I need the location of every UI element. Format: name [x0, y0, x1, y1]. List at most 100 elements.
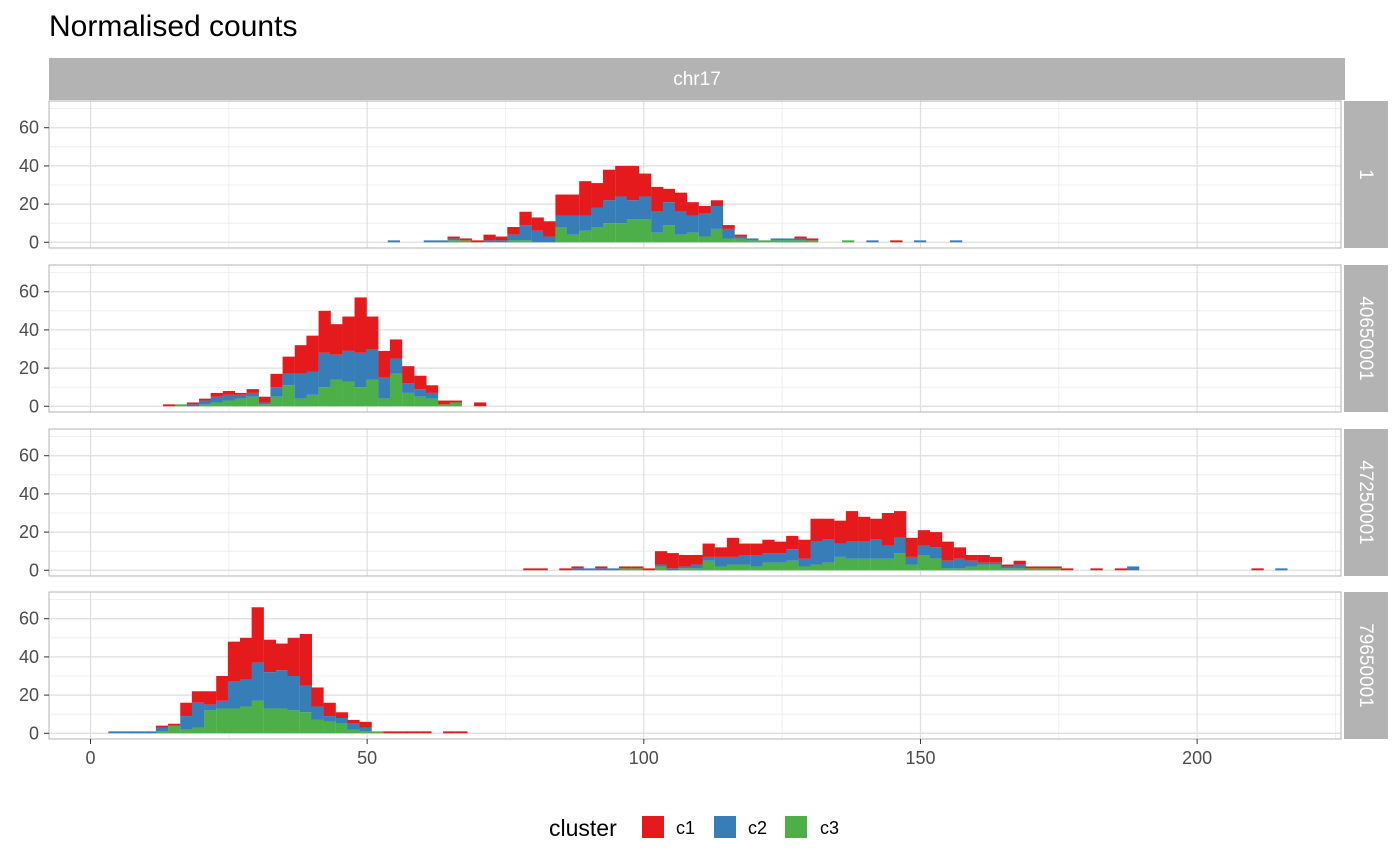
histogram-bar-c1 [447, 236, 460, 239]
y-tick-label: 0 [29, 560, 39, 580]
histogram-bar-c1 [535, 568, 548, 571]
histogram-bar-c1 [258, 396, 272, 403]
histogram-bar-c3 [366, 379, 379, 407]
histogram-bar-c1 [690, 555, 704, 565]
histogram-bar-c2 [275, 670, 289, 709]
histogram-bar-c2 [762, 553, 775, 563]
facet-panel: 0 20 40 60 79650001 [19, 591, 1388, 743]
histogram-bar-c2 [210, 396, 223, 403]
histogram-bar-c3 [722, 238, 735, 243]
histogram-bar-c3 [378, 398, 391, 407]
histogram-bar-c1 [407, 731, 420, 734]
panel-border [48, 100, 1342, 249]
histogram-bar-c3 [750, 566, 763, 571]
y-tick-label: 0 [29, 396, 39, 416]
histogram-bar-c1 [180, 702, 193, 717]
legend-label-c2: c2 [748, 818, 767, 838]
panel-border [48, 428, 1342, 577]
histogram-bar-c2 [1001, 566, 1014, 569]
histogram-bar-c2 [782, 238, 795, 241]
histogram-bar-c3 [294, 398, 308, 407]
row-strip-background [1344, 592, 1388, 739]
histogram-bar-c1 [674, 192, 688, 212]
histogram-bar-c1 [559, 568, 572, 571]
histogram-bar-c1 [738, 543, 751, 555]
histogram-bar-c1 [726, 537, 740, 557]
histogram-bar-c2 [519, 225, 532, 241]
histogram-bar-c2 [810, 541, 823, 565]
histogram-bar-c1 [354, 297, 367, 353]
histogram-bar-c2 [378, 377, 391, 399]
histogram-bar-c3 [822, 562, 835, 571]
histogram-bar-c2 [579, 215, 592, 231]
histogram-bar-c1 [774, 541, 787, 554]
histogram-bar-c3 [389, 373, 403, 407]
histogram-bar-c1 [941, 541, 954, 561]
histogram-bar-c3 [746, 240, 759, 243]
histogram-bar-c3 [798, 566, 811, 571]
histogram-bar-c2 [734, 236, 747, 239]
histogram-bar-c3 [738, 564, 751, 571]
histogram-bar-c3 [204, 710, 217, 734]
histogram-bar-c3 [459, 240, 472, 243]
facet-panels: 0 20 40 60 1 0 20 40 60 40650001 0 20 40 60 47250001 0 2… [19, 100, 1388, 743]
histogram-bar-c2 [615, 196, 628, 224]
histogram-bar-c1 [443, 731, 456, 734]
y-tick-label: 40 [19, 647, 39, 667]
histogram-bar-c3 [270, 396, 283, 407]
histogram-bar-c2 [858, 541, 871, 559]
histogram-bar-c3 [806, 240, 819, 243]
histogram-bar-c1 [722, 225, 735, 229]
histogram-bar-c2 [774, 553, 787, 563]
histogram-bar-c3 [758, 240, 771, 243]
histogram-bar-c3 [155, 731, 169, 734]
column-facet-strip: chr17 [49, 58, 1345, 100]
histogram-bar-c3 [619, 568, 632, 571]
histogram-bar-c1 [595, 566, 608, 569]
histogram-bar-c2 [222, 394, 236, 401]
histogram-bar-c1 [651, 186, 664, 212]
histogram-bar-c2 [913, 240, 927, 243]
histogram-bar-c2 [263, 672, 277, 709]
row-strip-label: 40650001 [1355, 296, 1376, 381]
histogram-bar-c2 [234, 394, 247, 399]
histogram-bar-c3 [507, 240, 520, 243]
histogram-bar-c3 [246, 396, 259, 407]
histogram-bar-c1 [710, 200, 724, 206]
histogram-bar-c3 [168, 725, 181, 734]
histogram-bar-c3 [881, 558, 895, 571]
histogram-bar-c1 [378, 350, 391, 378]
legend-key-c1 [642, 816, 664, 838]
histogram-bar-c1 [734, 234, 747, 237]
histogram-bar-c2 [543, 236, 556, 243]
histogram-bar-c1 [1251, 568, 1264, 571]
histogram-bar-c2 [425, 392, 439, 399]
histogram-bar-c3 [234, 398, 247, 407]
histogram-bar-c2 [894, 537, 907, 554]
histogram-bar-c2 [144, 731, 157, 734]
panel-border [48, 264, 1342, 413]
histogram-bar-c2 [191, 702, 205, 728]
histogram-bar-c3 [762, 562, 775, 571]
histogram-bar-c2 [798, 558, 811, 567]
histogram-bar-c1 [870, 518, 883, 540]
histogram-bar-c2 [905, 556, 918, 565]
y-tick-label: 60 [19, 282, 39, 302]
histogram-bar-c3 [191, 727, 205, 734]
histogram-bar-c3 [870, 558, 883, 571]
histogram-bar-c2 [698, 213, 711, 237]
histogram-bar-c1 [471, 240, 484, 243]
y-tick-label: 60 [19, 446, 39, 466]
histogram-bar-c1 [929, 532, 943, 548]
histogram-bar-c3 [306, 394, 319, 407]
histogram-bar-c2 [423, 240, 436, 243]
histogram-bar-c2 [989, 562, 1002, 565]
histogram-bar-c3 [210, 402, 223, 407]
histogram-bar-c3 [602, 223, 616, 243]
histogram-bar-c2 [311, 706, 324, 720]
histogram-bar-c1 [507, 227, 520, 235]
histogram-bar-c1 [655, 551, 668, 565]
histogram-bar-c2 [342, 350, 355, 382]
histogram-bar-c3 [965, 566, 978, 571]
histogram-bar-c1 [234, 392, 247, 395]
